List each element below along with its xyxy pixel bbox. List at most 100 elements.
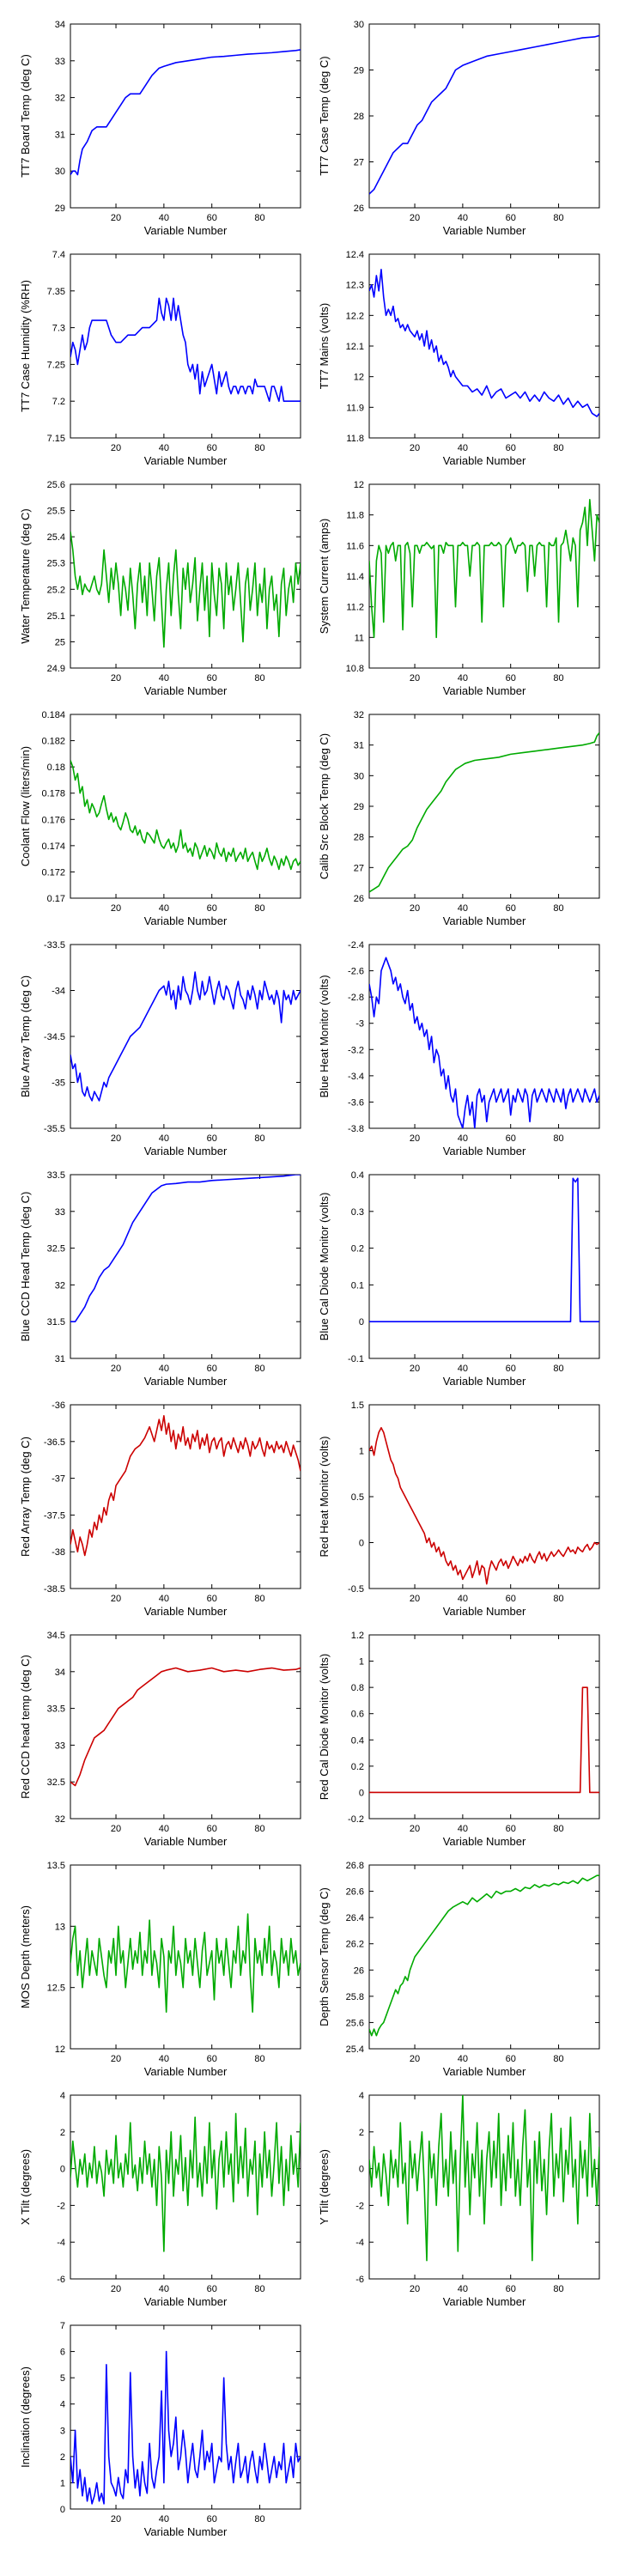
x-tick-label: 80 — [254, 1133, 264, 1144]
y-tick-label: 12 — [354, 373, 364, 383]
x-tick-label: 20 — [410, 1594, 420, 1604]
y-tick-label: 26.8 — [346, 1861, 364, 1871]
x-axis-label: Variable Number — [144, 1145, 228, 1157]
x-axis-label: Variable Number — [443, 1145, 526, 1157]
x-tick-label: 20 — [111, 2284, 121, 2294]
y-tick-label: 27 — [354, 158, 364, 168]
x-tick-label: 40 — [159, 1364, 169, 1374]
subplot-7: 0.17 0.172 0.174 0.176 0.178 0.18 0.182 0.184 20… — [19, 710, 301, 927]
subplot-5: 24.9 25 25.1 25.2 25.3 25.4 25.5 25.6 20 40 60 80 Va… — [19, 480, 301, 697]
x-tick-label: 60 — [506, 903, 516, 914]
y-tick-label: -2.6 — [348, 967, 364, 977]
y-tick-label: 0.8 — [351, 1683, 364, 1693]
x-axis-label: Variable Number — [144, 224, 228, 237]
y-tick-label: -36 — [52, 1400, 65, 1411]
y-tick-label: 0.5 — [351, 1492, 364, 1503]
x-tick-label: 60 — [207, 2514, 217, 2524]
x-axis-label: Variable Number — [443, 2065, 526, 2078]
subplot-17: 12 12.5 13 13.5 20 40 60 80 Variable Number MOS D… — [19, 1861, 301, 2078]
y-tick-label: -4 — [57, 2238, 65, 2248]
x-tick-label: 20 — [111, 1133, 121, 1144]
y-tick-label: -33.5 — [44, 940, 65, 951]
x-tick-label: 40 — [458, 1364, 468, 1374]
y-tick-label: 33 — [55, 57, 65, 67]
x-tick-label: 60 — [506, 443, 516, 453]
x-tick-label: 80 — [254, 2284, 264, 2294]
y-tick-label: -3.6 — [348, 1097, 364, 1108]
series-line — [369, 499, 599, 639]
y-tick-label: 7.2 — [52, 397, 65, 407]
y-tick-label: 29 — [354, 66, 364, 76]
series-line — [369, 1874, 599, 2037]
y-tick-label: 11.2 — [346, 603, 364, 613]
series-line — [369, 269, 599, 417]
y-tick-label: 34 — [55, 20, 65, 30]
y-axis-label: Red Heat Monitor (volts) — [318, 1437, 331, 1558]
x-axis-label: Variable Number — [443, 1375, 526, 1388]
series-line — [70, 1667, 301, 1787]
y-axis-label: TT7 Board Temp (deg C) — [19, 54, 32, 178]
x-tick-label: 20 — [410, 2284, 420, 2294]
x-tick-label: 60 — [506, 673, 516, 683]
y-tick-label: 25.6 — [346, 2018, 364, 2028]
subplot-12: -0.1 0 0.1 0.2 0.3 0.4 20 40 60 80 Variable Number… — [318, 1170, 600, 1388]
x-tick-label: 60 — [207, 2054, 217, 2064]
x-tick-label: 60 — [506, 2054, 516, 2064]
y-axis-label: Calib Src Block Temp (deg C) — [318, 733, 331, 879]
plot-frame — [368, 714, 600, 899]
y-tick-label: 0.172 — [41, 867, 65, 878]
y-tick-label: 25.1 — [47, 611, 65, 622]
x-axis-label: Variable Number — [144, 1375, 228, 1388]
series-line — [70, 531, 301, 648]
x-axis-label: Variable Number — [144, 2525, 228, 2538]
subplot-16: -0.2 0 0.2 0.4 0.6 0.8 1 1.2 20 40 60 80 Variable Nu… — [318, 1631, 600, 1848]
y-tick-label: 33 — [55, 1741, 65, 1751]
y-tick-label: -2 — [57, 2201, 65, 2211]
x-axis-label: Variable Number — [443, 2295, 526, 2308]
x-tick-label: 60 — [207, 2284, 217, 2294]
y-tick-label: 31.5 — [47, 1317, 65, 1327]
x-axis-label: Variable Number — [144, 2295, 228, 2308]
y-tick-label: 26 — [354, 1965, 364, 1976]
subplot-6: 10.8 11 11.2 11.4 11.6 11.8 12 20 40 60 80 Variable… — [318, 480, 600, 697]
x-tick-label: 40 — [159, 673, 169, 683]
series-line — [369, 2095, 599, 2262]
plot-frame — [70, 23, 301, 209]
y-tick-label: -3.4 — [348, 1072, 364, 1082]
y-tick-label: -0.5 — [348, 1584, 364, 1595]
y-tick-label: -34 — [52, 987, 65, 997]
y-axis-label: MOS Depth (meters) — [19, 1905, 32, 2008]
y-tick-label: 6 — [60, 2348, 65, 2358]
y-tick-label: 12.1 — [346, 342, 364, 352]
x-tick-label: 80 — [254, 2054, 264, 2064]
y-tick-label: 0 — [359, 1317, 364, 1327]
y-tick-label: -38.5 — [44, 1584, 65, 1595]
x-tick-label: 40 — [458, 673, 468, 683]
x-axis-label: Variable Number — [443, 1605, 526, 1618]
y-tick-label: -2.4 — [348, 940, 364, 951]
y-tick-label: 11.8 — [346, 434, 364, 444]
y-axis-label: Water Temperature (deg C) — [19, 508, 32, 644]
y-tick-label: 0.18 — [47, 762, 65, 773]
series-line — [369, 957, 599, 1128]
x-tick-label: 40 — [458, 1824, 468, 1834]
x-tick-label: 80 — [254, 443, 264, 453]
x-tick-label: 20 — [410, 1364, 420, 1374]
y-tick-label: 29 — [354, 802, 364, 812]
subplot-14: -0.5 0 0.5 1 1.5 20 40 60 80 Variable Number Red H… — [318, 1400, 600, 1618]
x-tick-label: 40 — [458, 443, 468, 453]
y-tick-label: 30 — [354, 771, 364, 781]
y-tick-label: 0.3 — [351, 1207, 364, 1218]
subplot-21: 0 1 2 3 4 5 6 7 20 40 60 80 Variable Number Inclinati… — [19, 2321, 301, 2538]
y-tick-label: 1 — [359, 1447, 364, 1457]
series-line — [70, 971, 301, 1102]
subplot-11: 31 31.5 32 32.5 33 33.5 20 40 60 80 Variable Numbe… — [19, 1170, 301, 1388]
plot-frame — [368, 1174, 600, 1359]
y-tick-label: 12.2 — [346, 311, 364, 321]
y-tick-label: 33.5 — [47, 1170, 65, 1181]
y-tick-label: 3 — [60, 2426, 65, 2436]
y-tick-label: 25.2 — [47, 585, 65, 595]
series-line — [70, 1175, 301, 1322]
x-tick-label: 20 — [111, 673, 121, 683]
y-tick-label: 0 — [359, 1539, 364, 1549]
